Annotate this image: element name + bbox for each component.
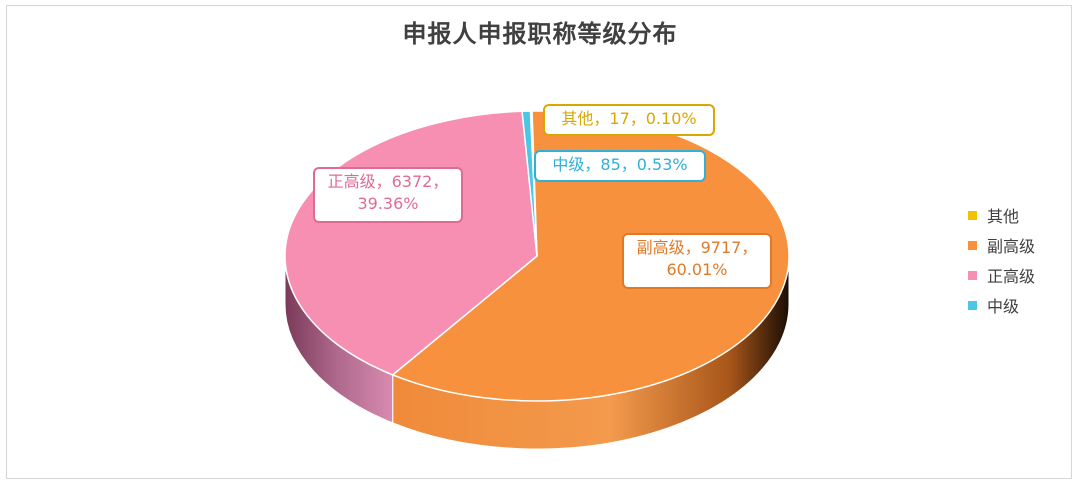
legend-item: 副高级 xyxy=(968,230,1035,260)
data-label-associate-senior-line2: 60.01% xyxy=(666,260,728,279)
legend-item: 其他 xyxy=(968,200,1035,230)
data-label-full-senior-line1: 正高级，6372， xyxy=(327,172,449,191)
legend-swatch-full-senior xyxy=(968,270,977,280)
data-label-full-senior-line2: 39.36% xyxy=(357,194,419,213)
data-label-associate-senior: 副高级，9717， 60.01% xyxy=(622,233,772,289)
legend-label-associate-senior: 副高级 xyxy=(987,237,1036,256)
legend-label-intermediate: 中级 xyxy=(987,297,1020,316)
legend-swatch-associate-senior xyxy=(968,240,977,250)
data-label-associate-senior-line1: 副高级，9717， xyxy=(636,238,758,257)
data-label-full-senior: 正高级，6372， 39.36% xyxy=(313,167,463,223)
data-label-other-line1: 其他，17，0.10% xyxy=(561,109,697,128)
data-label-intermediate-line1: 中级，85，0.53% xyxy=(552,155,688,174)
legend-item: 正高级 xyxy=(968,260,1035,290)
legend-label-full-senior: 正高级 xyxy=(987,267,1036,286)
data-label-other: 其他，17，0.10% xyxy=(543,104,715,136)
legend: 其他 副高级 正高级 中级 xyxy=(968,200,1035,320)
data-label-intermediate: 中级，85，0.53% xyxy=(534,150,706,182)
legend-swatch-other xyxy=(968,210,977,220)
legend-label-other: 其他 xyxy=(987,207,1020,226)
legend-swatch-intermediate xyxy=(968,300,977,310)
slice-intermediate xyxy=(521,110,538,257)
legend-item: 中级 xyxy=(968,290,1035,320)
chart-title: 申报人申报职称等级分布 xyxy=(402,20,678,48)
